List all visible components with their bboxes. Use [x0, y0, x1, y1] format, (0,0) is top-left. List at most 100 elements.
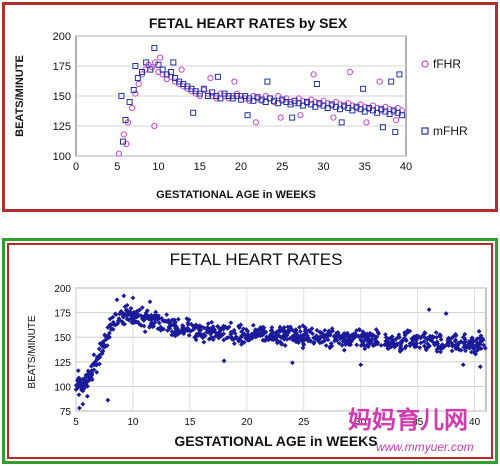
x-tick-label: 20 — [235, 161, 247, 173]
data-point-fhr — [332, 338, 337, 344]
data-point-fhr — [293, 327, 299, 333]
data-point-fhr — [228, 329, 234, 335]
data-point-fhr — [427, 336, 433, 342]
data-point-fhr — [413, 338, 419, 343]
data-point-fhr — [316, 338, 321, 343]
data-point-fhr — [231, 341, 237, 346]
data-point-fhr — [462, 345, 467, 351]
data-point-fFHR — [363, 119, 370, 126]
data-point-fhr — [397, 340, 403, 345]
data-point-fhr — [311, 341, 317, 346]
data-point-fhr — [105, 397, 111, 403]
data-point-mFHR — [132, 63, 139, 69]
data-point-fhr — [105, 324, 111, 330]
data-point-fhr — [354, 328, 359, 334]
data-point-fhr — [178, 328, 184, 334]
x-tick-label: 40 — [469, 417, 481, 428]
data-point-fhr — [371, 333, 377, 339]
data-point-mFHR — [200, 85, 207, 92]
data-point-fFHR — [252, 119, 259, 126]
data-point-fhr — [398, 342, 404, 348]
data-point-mFHR — [379, 124, 386, 131]
data-point-fhr — [351, 335, 357, 341]
data-point-fhr — [91, 352, 97, 358]
data-point-fhr — [330, 328, 335, 334]
data-point-fhr — [245, 328, 251, 334]
data-point-fhr — [453, 337, 458, 343]
data-point-fhr — [108, 322, 114, 328]
data-point-fhr — [281, 330, 287, 335]
data-point-fhr — [80, 401, 86, 407]
data-point-mFHR — [196, 90, 203, 97]
data-point-fhr — [424, 341, 430, 346]
data-point-fhr — [116, 316, 122, 322]
legend-mFHR-label: mFHR — [433, 124, 468, 138]
data-point-fhr — [129, 315, 134, 321]
data-point-mFHR — [275, 100, 282, 107]
data-point-fhr — [125, 312, 131, 317]
data-point-fhr — [210, 324, 216, 330]
data-point-fhr — [328, 341, 334, 346]
legend-mFHR-marker — [421, 127, 429, 135]
data-point-fhr — [159, 315, 165, 321]
data-point-mFHR — [287, 101, 294, 108]
data-point-fhr — [114, 297, 120, 303]
data-point-fhr — [165, 318, 171, 324]
x-tick-label: 0 — [73, 161, 79, 173]
x-tick-label: 30 — [317, 161, 329, 173]
data-point-fhr — [209, 319, 215, 325]
data-point-fhr — [228, 334, 234, 340]
data-point-fhr — [77, 405, 82, 411]
data-point-fhr — [243, 335, 248, 341]
x-tick-label: 35 — [359, 161, 371, 173]
data-point-fhr — [477, 340, 482, 346]
data-point-mFHR — [349, 107, 356, 114]
data-point-fhr — [201, 331, 207, 337]
data-point-fhr — [174, 324, 179, 330]
data-point-fhr — [365, 344, 371, 350]
data-point-fhr — [156, 320, 162, 326]
data-point-mFHR — [167, 69, 174, 75]
data-point-fhr — [386, 340, 392, 346]
x-tick-label: 10 — [127, 417, 139, 428]
data-point-fhr — [260, 332, 265, 338]
data-point-fFHR — [277, 114, 284, 121]
data-point-fhr — [89, 377, 95, 383]
data-point-mFHR — [313, 81, 320, 87]
data-point-fhr — [458, 347, 464, 353]
data-point-fhr — [258, 333, 263, 339]
data-point-fhr — [407, 343, 413, 349]
data-point-fhr — [431, 340, 437, 346]
data-point-fhr — [80, 376, 86, 382]
data-point-fhr — [222, 324, 228, 330]
data-point-fhr — [144, 308, 150, 314]
data-point-fhr — [233, 335, 239, 341]
data-point-fhr — [164, 312, 170, 317]
data-point-fhr — [80, 388, 86, 394]
data-point-fFHR — [283, 95, 290, 102]
x-tick-label: 30 — [355, 417, 367, 428]
data-point-fhr — [88, 363, 94, 369]
data-point-fhr — [151, 323, 157, 329]
data-point-fhr — [238, 322, 244, 328]
x-tick-label: 40 — [400, 161, 412, 173]
data-point-fhr — [469, 337, 475, 343]
data-point-fhr — [277, 328, 283, 334]
data-point-fhr — [322, 328, 328, 333]
data-point-fhr — [190, 327, 196, 333]
x-tick-label: 5 — [73, 417, 79, 428]
data-point-fhr — [303, 327, 308, 332]
data-point-fhr — [161, 326, 167, 332]
data-point-fhr — [139, 323, 144, 328]
data-point-fFHR — [393, 116, 400, 124]
data-point-mFHR — [170, 59, 177, 66]
data-point-fhr — [124, 302, 130, 308]
data-point-fhr — [453, 331, 458, 337]
data-point-fhr — [76, 380, 82, 385]
data-point-fhr — [148, 315, 154, 321]
data-point-fhr — [279, 341, 284, 347]
data-point-fhr — [196, 330, 202, 336]
data-point-fFHR — [157, 54, 164, 61]
data-point-fhr — [476, 328, 482, 334]
data-point-fhr — [363, 342, 369, 348]
